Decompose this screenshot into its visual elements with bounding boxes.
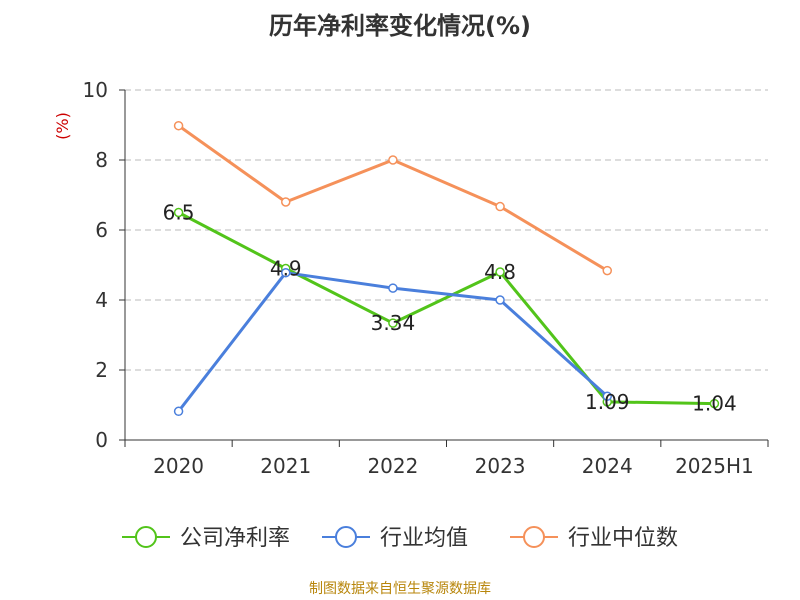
chart-title: 历年净利率变化情况(%): [269, 12, 531, 40]
series-0: [173, 207, 720, 409]
data-point: [602, 391, 612, 401]
y-tick-label: 4: [95, 288, 108, 312]
data-label: 6.5: [163, 201, 195, 225]
x-tick-label: 2024: [582, 454, 633, 478]
data-label: 3.34: [371, 311, 416, 335]
data-point: [173, 120, 184, 131]
data-label: 1.09: [585, 390, 630, 414]
data-point: [495, 201, 505, 212]
y-axis-label: (%): [53, 112, 72, 140]
legend-marker: [335, 526, 357, 548]
source-note: 制图数据来自恒生聚源数据库: [309, 581, 491, 597]
data-label: 4.9: [270, 257, 302, 281]
legend-item: 行业中位数: [510, 526, 678, 551]
data-label: 4.8: [484, 260, 516, 284]
y-tick-label: 2: [95, 358, 108, 382]
data-point: [173, 207, 184, 218]
data-point: [388, 155, 398, 165]
data-point: [388, 318, 398, 328]
data-point: [709, 398, 720, 409]
series-lines: [173, 120, 720, 417]
legend-marker: [135, 526, 157, 548]
y-tick-label: 10: [83, 78, 108, 102]
legend-item: 公司净利率: [122, 526, 290, 551]
axes: 0 2 4 6 8 10 2020 2021 2022 2023 2024 2025H1: [83, 78, 769, 478]
series-line: [177, 271, 609, 413]
series-line: [177, 211, 715, 406]
legend-item: 行业均值: [322, 526, 468, 551]
series-1: [173, 267, 612, 417]
y-tick-label: 0: [95, 428, 108, 452]
data-point: [281, 197, 291, 207]
grid-lines: [125, 89, 768, 371]
x-tick-label: 2020: [153, 454, 204, 478]
series-2: [173, 120, 612, 276]
data-point: [388, 283, 398, 293]
data-point: [281, 267, 291, 278]
x-tick-label: 2023: [475, 454, 526, 478]
data-point: [495, 295, 505, 305]
legend: 公司净利率 行业均值 行业中位数: [122, 526, 678, 551]
y-tick-label: 6: [95, 218, 108, 242]
data-point: [602, 265, 612, 276]
legend-label: 行业中位数: [568, 526, 678, 551]
x-tick-label: 2025H1: [675, 454, 754, 478]
y-tick-label: 8: [95, 148, 108, 172]
legend-label: 行业均值: [380, 526, 468, 551]
x-tick-label: 2022: [367, 454, 418, 478]
x-tick-label: 2021: [260, 454, 311, 478]
legend-label: 公司净利率: [180, 526, 290, 551]
series-line: [177, 124, 609, 272]
data-point: [173, 406, 184, 417]
data-point: [495, 267, 505, 277]
legend-marker: [523, 526, 545, 548]
data-label: 1.04: [692, 392, 737, 416]
data-labels: 6.5 4.9 3.34 4.8 1.09 1.04: [163, 201, 737, 416]
